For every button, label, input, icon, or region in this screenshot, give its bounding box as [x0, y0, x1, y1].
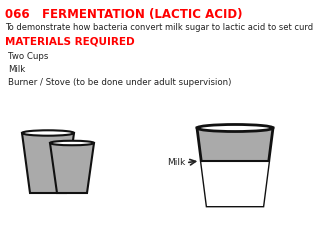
Ellipse shape [197, 125, 273, 132]
Ellipse shape [50, 141, 94, 145]
Text: 066   FERMENTATION (LACTIC ACID): 066 FERMENTATION (LACTIC ACID) [5, 8, 243, 21]
Polygon shape [22, 133, 74, 193]
Text: MATERIALS REQUIRED: MATERIALS REQUIRED [5, 36, 135, 46]
Text: To demonstrate how bacteria convert milk sugar to lactic acid to set curd: To demonstrate how bacteria convert milk… [5, 23, 313, 32]
Text: Burner / Stove (to be done under adult supervision): Burner / Stove (to be done under adult s… [8, 78, 231, 87]
Polygon shape [50, 143, 94, 193]
Polygon shape [201, 161, 269, 206]
Ellipse shape [22, 130, 74, 136]
Text: Two Cups: Two Cups [8, 52, 48, 61]
Text: Milk: Milk [167, 158, 185, 167]
Polygon shape [197, 128, 273, 206]
Text: Milk: Milk [8, 65, 25, 74]
